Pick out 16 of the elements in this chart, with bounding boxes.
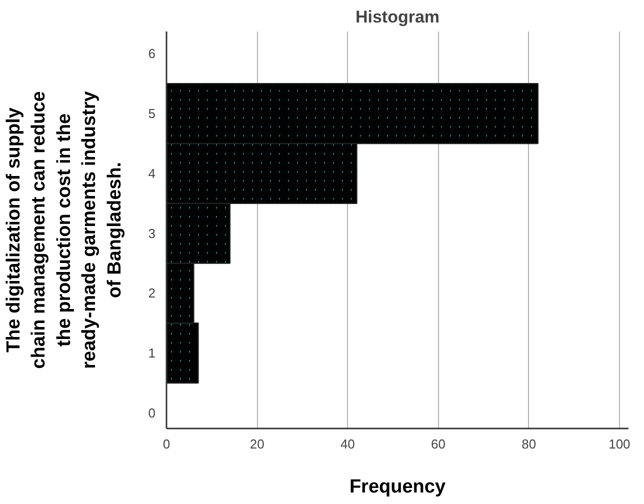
x-axis-title: Frequency [349,476,446,498]
y-tick-label: 4 [148,166,156,181]
y-tick-label: 1 [148,346,156,361]
x-tick-label: 80 [522,436,536,452]
y-axis-title: The digitalization of supply chain management can reduce the production cost in the ready-made garments industry of Bangladesh. [3,90,126,369]
y-tick-label: 2 [148,286,156,301]
x-tick-label: 60 [431,436,446,452]
y-tick-label: 5 [148,106,156,122]
y-tick-label: 3 [148,226,156,241]
x-tick-label: 20 [250,436,264,452]
x-tick-label: 40 [340,436,355,452]
y-tick-label: 6 [148,46,156,62]
x-tick-label: 100 [608,436,630,452]
y-tick-label: 0 [148,405,156,420]
chart-title: Histogram [355,8,440,26]
x-tick-label: 0 [162,436,170,452]
